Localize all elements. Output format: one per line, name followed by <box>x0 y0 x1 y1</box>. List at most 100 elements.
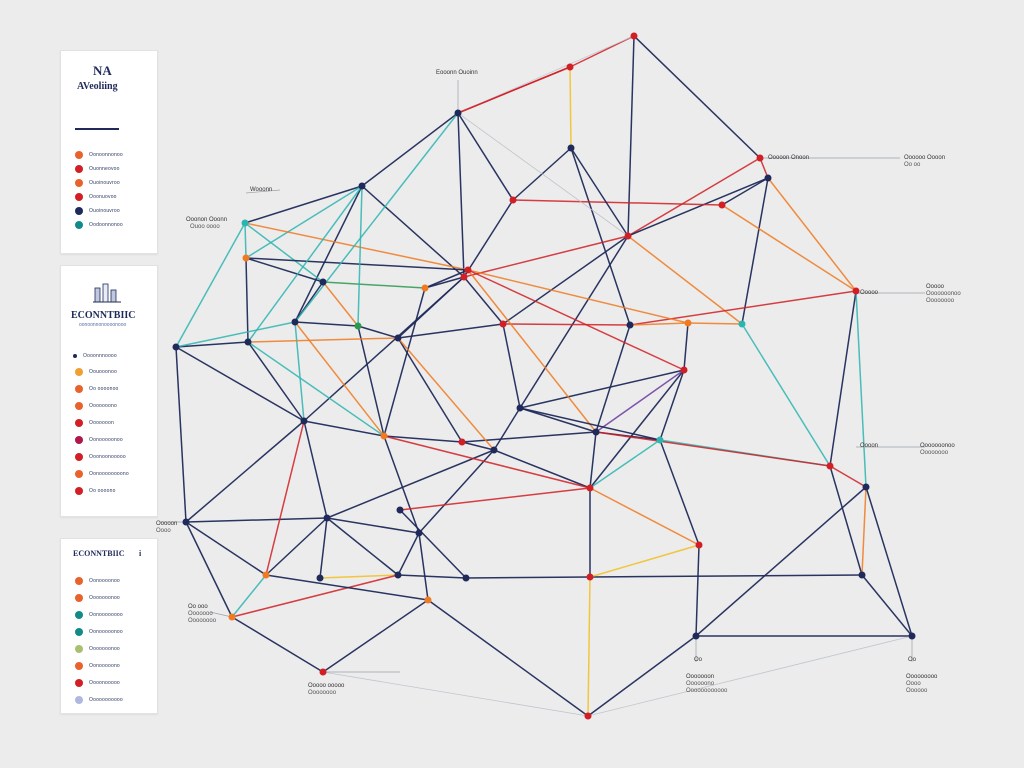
network-edge <box>244 222 247 259</box>
network-edge <box>175 222 246 348</box>
network-edge <box>185 517 328 523</box>
card-2-subtitle: oonoonnonoooonooo <box>79 322 127 328</box>
network-node <box>424 596 432 604</box>
network-edge <box>512 199 723 206</box>
network-edge <box>595 324 631 433</box>
network-node <box>262 571 270 579</box>
network-edge <box>457 112 465 278</box>
network-edge <box>245 257 469 271</box>
network-edge <box>244 222 324 283</box>
network-node <box>300 417 308 425</box>
network-edge <box>244 185 363 224</box>
network-edge <box>265 420 305 576</box>
legend-dot-icon <box>75 165 83 173</box>
network-edge <box>399 509 467 579</box>
network-edge <box>627 177 769 237</box>
legend-item-label: Oonoooooooo <box>89 612 123 618</box>
card-1-subtitle: AVeoliing <box>77 81 118 92</box>
network-edge <box>595 431 831 467</box>
legend-item: Oonoooooooono <box>75 470 129 478</box>
network-edge <box>424 269 469 289</box>
network-edge <box>303 420 385 437</box>
network-edge <box>322 281 359 327</box>
network-edge <box>294 112 459 323</box>
network-edge <box>461 441 495 451</box>
caption-left-4b-text: Ooooooo <box>188 611 213 617</box>
caption-right-3: Oooon <box>860 443 878 450</box>
legend-item-label: Oonooooono <box>89 663 120 669</box>
network-edge <box>457 112 629 237</box>
legend-dot-icon <box>75 207 83 215</box>
caption-left-4: Oo ooo Ooooooo Oooooooo <box>188 604 216 625</box>
legend-item-label: Ouoinouvroo <box>89 180 120 186</box>
legend-item-label: Oonoooonoo <box>89 578 120 584</box>
legend-item: Ooooooonoo <box>75 594 120 602</box>
caption-bottom-5: Ooooooooo Oooo Oooooo <box>906 674 937 695</box>
network-edge <box>424 276 465 289</box>
caption-left-3: Ooooon Oooo <box>156 521 177 535</box>
network-edge <box>589 544 700 578</box>
network-edge <box>357 325 385 437</box>
legend-item: Oonooooonoo <box>75 628 123 636</box>
network-edge <box>247 185 363 343</box>
legend-dot-icon <box>75 645 83 653</box>
network-node <box>626 321 634 329</box>
network-edge <box>629 322 689 326</box>
network-node <box>228 613 236 621</box>
network-edge <box>303 420 328 519</box>
network-edge <box>319 517 328 579</box>
network-node <box>499 320 507 328</box>
legend-item-label: Oo oooonoo <box>89 386 119 392</box>
network-edge <box>570 147 629 237</box>
legend-item-label: Oonoooooooono <box>89 471 129 477</box>
network-edge <box>383 435 420 534</box>
caption-left-4a-text: Oo ooo <box>188 604 208 610</box>
network-edge <box>695 544 700 637</box>
legend-item: Oo oooonoo <box>75 385 119 393</box>
network-edge <box>397 323 504 339</box>
legend-item-label: Ooooooon <box>89 420 114 426</box>
legend-dot-icon <box>75 611 83 619</box>
network-edge <box>245 257 249 343</box>
legend-item: Ooonuovoo <box>75 193 117 201</box>
network-edge <box>231 616 324 673</box>
legend-item-label: Oouooonoo <box>89 369 117 375</box>
network-node <box>858 571 866 579</box>
legend-item-label: Ouonneovoo <box>89 166 120 172</box>
network-edge <box>326 517 399 576</box>
caption-left-3a-text: Ooooon <box>156 521 178 527</box>
network-node <box>323 514 331 522</box>
legend-item: Ooonoonooooo <box>75 453 126 461</box>
network-edge <box>397 337 463 443</box>
legend-item-label: Oodoonnonoo <box>89 222 123 228</box>
network-edge <box>361 112 459 187</box>
network-edge <box>502 235 629 325</box>
caption-bottom-3c-text: Oooooooooooo <box>686 688 728 694</box>
network-edge <box>383 435 463 443</box>
network-edge <box>185 420 305 523</box>
network-node <box>656 436 664 444</box>
network-edge <box>829 290 857 467</box>
network-edge <box>587 576 591 717</box>
network-edge <box>247 337 399 343</box>
caption-left-1-text: Wooonn <box>250 187 273 193</box>
caption-left-3b-text: Oooo <box>156 528 171 534</box>
network-edge <box>627 157 761 237</box>
legend-item-label: Oonooooonoo <box>89 437 123 443</box>
network-edge <box>463 276 504 325</box>
network-edge <box>502 323 631 326</box>
caption-bottom-4-text: Oo <box>908 657 917 663</box>
network-node <box>692 632 700 640</box>
network-edge <box>397 337 495 451</box>
caption-bottom-1b-text: Oooooooo <box>308 690 337 696</box>
network-node <box>908 632 916 640</box>
legend-item: Ooooooooooo <box>75 696 123 704</box>
network-edge <box>175 341 249 348</box>
network-edge <box>461 431 597 443</box>
network-edge <box>721 204 857 292</box>
caption-right-3c-text: Oooooooo <box>920 450 949 456</box>
network-edge <box>493 407 521 451</box>
network-edge <box>457 112 514 201</box>
network-edge <box>357 325 399 339</box>
